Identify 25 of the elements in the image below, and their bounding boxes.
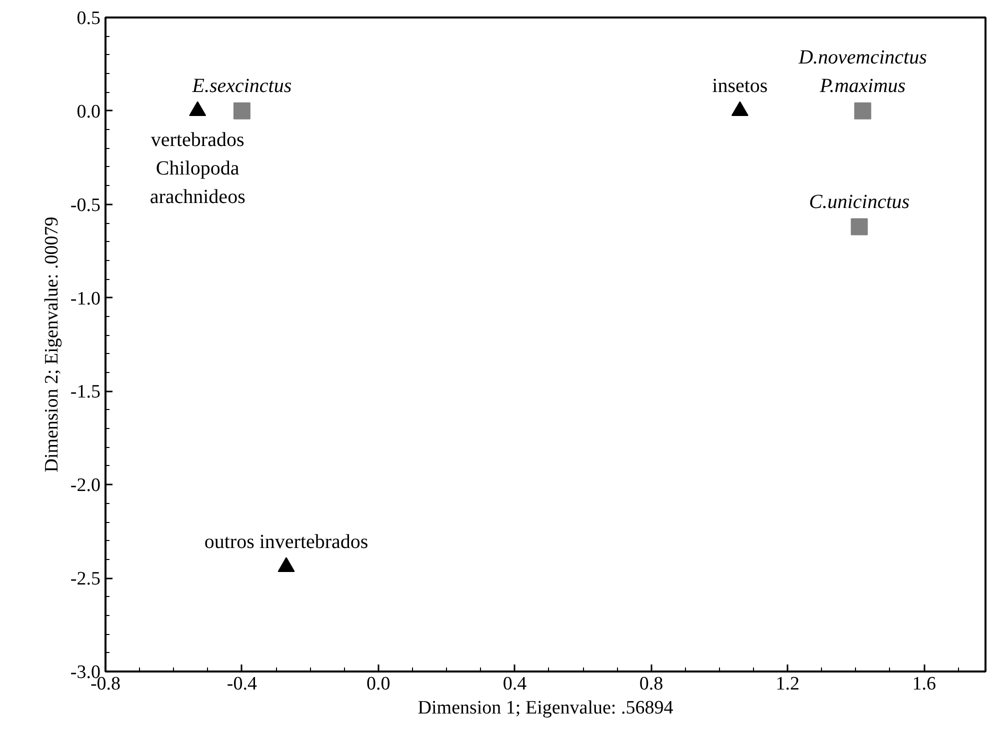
- annotation: vertebrados Chilopoda arachnideos: [150, 128, 246, 208]
- y-tick-label: -2.5: [70, 568, 100, 590]
- annotation: D.novemcinctus P.maximus: [798, 46, 928, 97]
- x-axis-title: Dimension 1; Eigenvalue: .56894: [418, 698, 674, 718]
- y-tick-label: -0.5: [70, 194, 100, 216]
- annotation: E.sexcinctus: [191, 74, 292, 97]
- y-axis-title: Dimension 2; Eigenvalue: .00079: [41, 216, 62, 472]
- y-tick-label: 0.0: [76, 101, 100, 122]
- annotation: insetos: [712, 74, 768, 97]
- annotation: C.unicinctus: [809, 190, 910, 213]
- annotation: outros invertebrados: [204, 530, 368, 553]
- y-tick-label: -2.0: [70, 475, 100, 496]
- y-tick-label: -1.0: [70, 288, 100, 310]
- point: [233, 102, 250, 120]
- point: [850, 218, 868, 236]
- x-tick-label: -0.4: [226, 674, 258, 694]
- point: [854, 102, 872, 120]
- y-tick-label: -1.5: [70, 382, 100, 403]
- x-tick-label: 0.4: [502, 674, 528, 694]
- x-tick-label: 0.0: [366, 674, 390, 694]
- x-tick-label: 0.8: [639, 674, 664, 694]
- x-tick-label: 1.2: [776, 674, 800, 694]
- y-tick-label: 0.5: [76, 8, 100, 29]
- point: [278, 557, 295, 572]
- x-tick-label: 1.6: [912, 674, 936, 694]
